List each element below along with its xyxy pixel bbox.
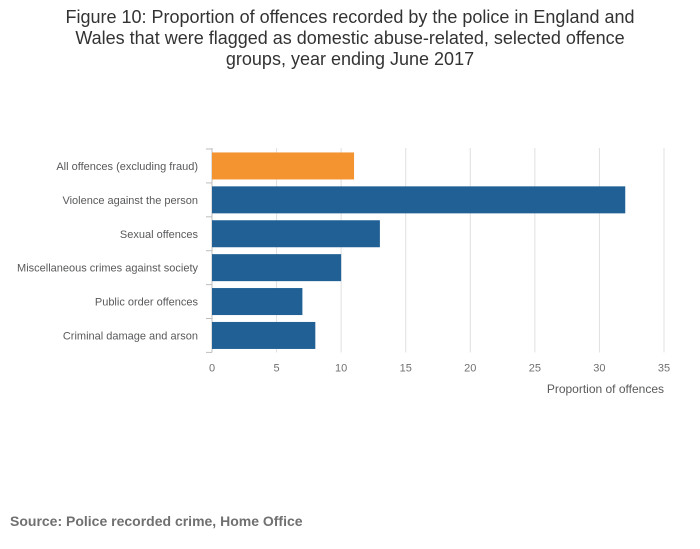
bar-0 [212,152,355,180]
category-label-0: All offences (excluding fraud) [56,161,198,173]
category-label-2: Sexual offences [120,229,199,241]
chart-title-line-1: Figure 10: Proportion of offences record… [65,7,635,27]
x-tick-label-0: 0 [209,362,215,374]
category-label-5: Criminal damage and arson [63,330,198,342]
bar-1 [212,186,626,214]
y-axis [206,148,213,353]
bar-5 [212,321,316,349]
x-tick-label-20: 20 [464,362,476,374]
x-tick-label-25: 25 [529,362,541,374]
x-tick-label-15: 15 [400,362,412,374]
x-tick-label-30: 30 [593,362,605,374]
chart-title-line-2: Wales that were flagged as domestic abus… [75,28,625,48]
x-axis-title: Proportion of offences [547,382,664,396]
x-tick-labels: 0 5 10 15 20 25 30 35 [209,362,670,374]
category-label-4: Public order offences [95,297,199,309]
x-tick-label-10: 10 [335,362,347,374]
bar-2 [212,220,380,248]
x-tick-label-5: 5 [274,362,280,374]
category-label-3: Miscellaneous crimes against society [17,263,198,275]
chart-title: Figure 10: Proportion of offences record… [0,7,700,70]
bar-3 [212,254,342,282]
category-label-1: Violence against the person [62,195,198,207]
x-tick-label-35: 35 [658,362,670,374]
chart-title-line-3: groups, year ending June 2017 [225,49,475,69]
gridlines [276,148,665,353]
source-note: Source: Police recorded crime, Home Offi… [10,513,303,529]
bar-4 [212,288,303,316]
bars [212,152,626,349]
category-labels: All offences (excluding fraud) Violence a… [17,161,198,343]
